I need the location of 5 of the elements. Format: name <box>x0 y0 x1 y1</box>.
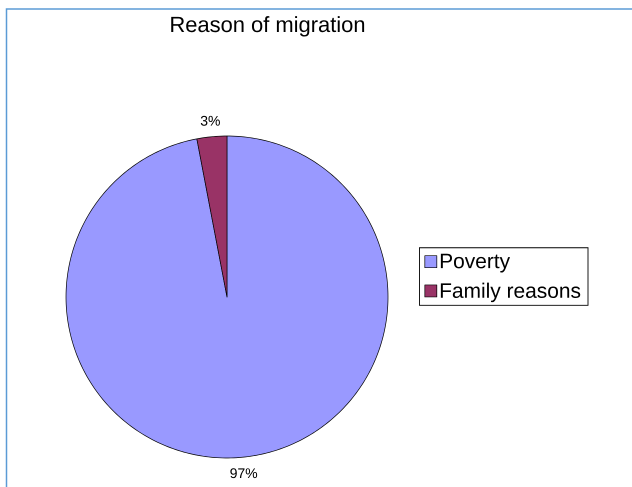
data-label: 97% <box>230 468 258 478</box>
legend-label: Poverty <box>440 254 510 272</box>
chart-title: Reason of migration <box>171 16 364 37</box>
legend-label: Family reasons <box>440 282 580 302</box>
data-label: 3% <box>200 116 220 126</box>
